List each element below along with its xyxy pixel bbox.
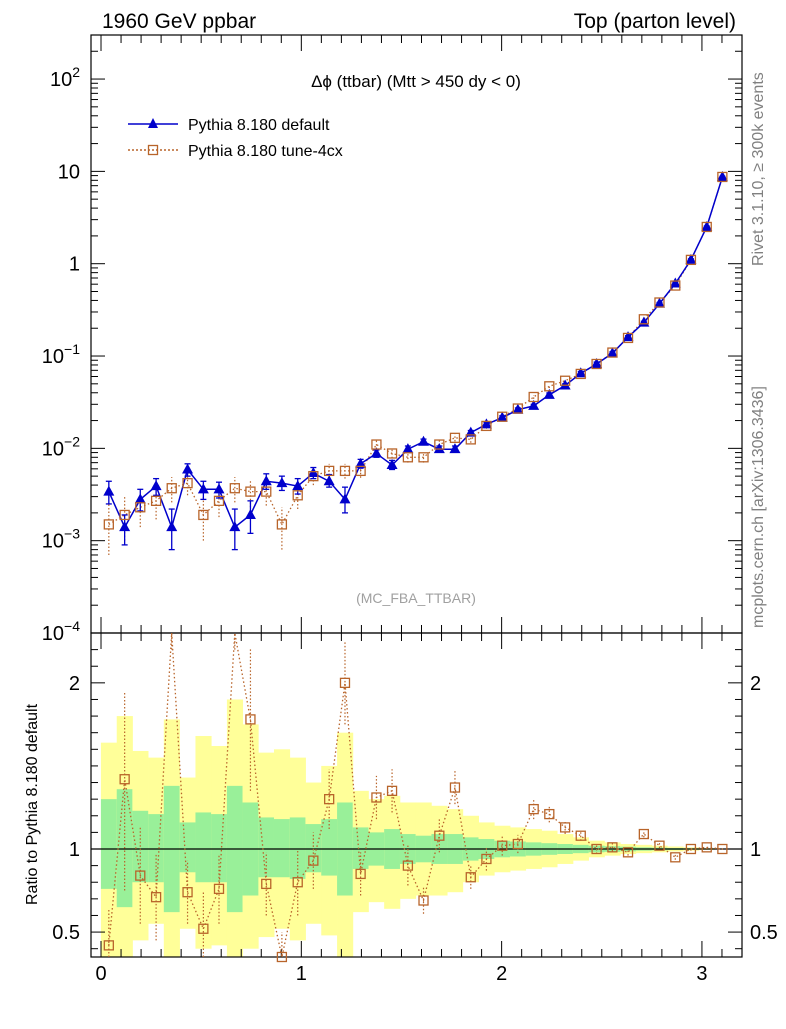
ratio-y-tick-label: 1 xyxy=(69,839,80,861)
ratio-x-tick-label: 0 xyxy=(95,963,106,985)
rivet-label: Rivet 3.1.10, ≥ 300k events xyxy=(750,72,767,266)
ratio-band-inner xyxy=(101,799,117,889)
legend-entry-tune: Pythia 8.180 tune-4cx xyxy=(128,143,343,160)
data-point-default xyxy=(418,436,429,446)
main-y-tick-label: 10−2 xyxy=(42,433,80,460)
data-point-default xyxy=(213,483,224,493)
ratio-y-tick-label-right: 1 xyxy=(750,839,761,861)
series-line-tune xyxy=(109,177,723,524)
legend: Pythia 8.180 default Pythia 8.180 tune-4… xyxy=(128,117,343,160)
main-y-tick-label: 10−4 xyxy=(42,618,80,645)
main-plot-area: 102 10 1 10−1 10−2 10−3 10−4 xyxy=(42,35,742,645)
ratio-x-tick-label: 2 xyxy=(496,963,507,985)
header-right: Top (parton level) xyxy=(574,10,736,33)
data-point-default xyxy=(151,480,162,490)
ratio-point-tune xyxy=(340,678,349,687)
ratio-point-tune xyxy=(529,805,538,814)
legend-label-default: Pythia 8.180 default xyxy=(188,117,330,134)
main-y-tick-label: 10−3 xyxy=(42,526,80,553)
ratio-y-tick-label: 0.5 xyxy=(52,922,80,944)
data-point-default xyxy=(103,486,114,496)
data-point-default xyxy=(135,493,146,503)
ratio-y-tick-label-right: 2 xyxy=(750,673,761,695)
legend-label-tune: Pythia 8.180 tune-4cx xyxy=(188,143,343,160)
series-line-default xyxy=(109,177,723,527)
ratio-y-tick-label-right: 0.5 xyxy=(750,922,778,944)
data-point-default xyxy=(229,521,240,531)
ratio-x-tick-label: 3 xyxy=(696,963,707,985)
ratio-point-tune xyxy=(671,853,680,862)
data-point-default xyxy=(261,475,272,485)
ratio-band-inner xyxy=(195,812,211,882)
ratio-band-inner xyxy=(211,814,227,882)
legend-marker-default xyxy=(148,118,158,128)
mcplots-label: mcplots.cern.ch [arXiv:1306.3436] xyxy=(750,386,767,628)
legend-entry-default: Pythia 8.180 default xyxy=(128,117,330,134)
ratio-plot-area: 0 1 2 3 0.5 0.5 1 1 2 2 xyxy=(52,633,778,985)
ratio-band-inner xyxy=(274,819,290,877)
ratio-y-tick-label: 2 xyxy=(69,673,80,695)
ratio-x-tick-label: 1 xyxy=(296,963,307,985)
data-point-default xyxy=(119,521,130,531)
ratio-band-inner xyxy=(180,822,196,872)
main-y-tick-label: 102 xyxy=(50,64,80,91)
data-point-default xyxy=(324,475,335,485)
watermark-label: (MC_FBA_TTBAR) xyxy=(356,590,476,606)
data-point-default xyxy=(182,464,193,474)
ratio-ylabel: Ratio to Pythia 8.180 default xyxy=(24,703,41,905)
main-title: Δϕ (ttbar) (Mtt > 450 dy < 0) xyxy=(311,72,521,91)
ratio-band-inner xyxy=(258,817,274,877)
main-y-tick-label: 10 xyxy=(58,161,80,183)
data-point-default xyxy=(245,509,256,519)
header-left: 1960 GeV ppbar xyxy=(102,10,256,33)
data-point-default xyxy=(166,521,177,531)
data-point-default xyxy=(560,379,571,389)
main-y-tick-label: 10−1 xyxy=(42,341,80,368)
ratio-band-inner xyxy=(148,814,164,882)
main-y-tick-label: 1 xyxy=(69,254,80,276)
